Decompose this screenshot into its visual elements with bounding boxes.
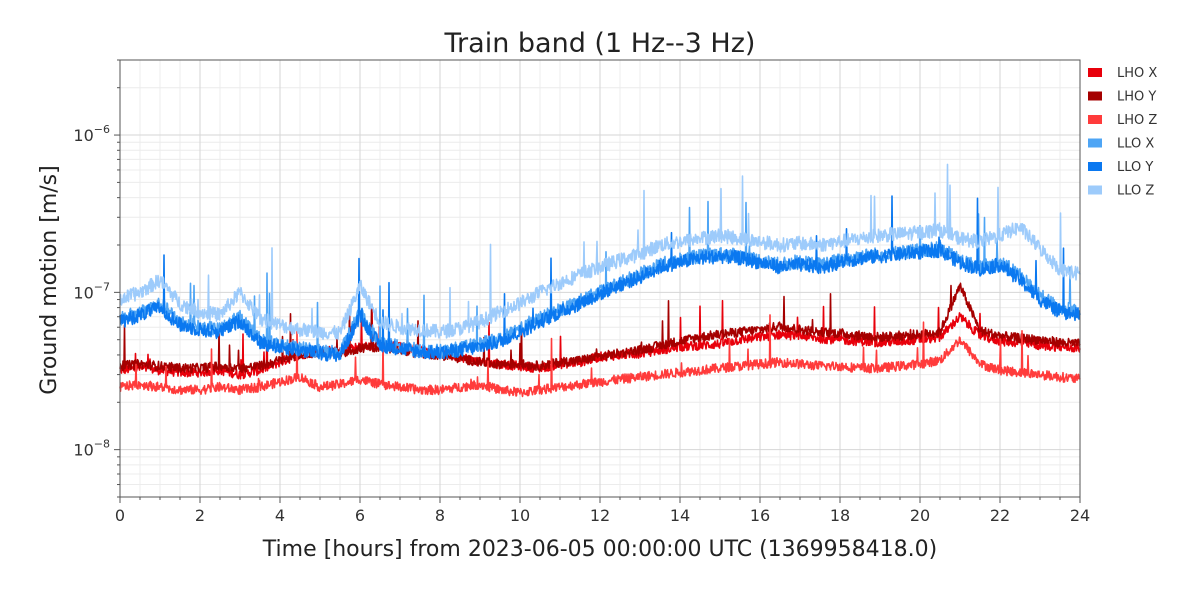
y-tick-label: 10−6 <box>73 123 110 145</box>
chart-title: Train band (1 Hz--3 Hz) <box>444 28 756 59</box>
x-tick-label: 16 <box>750 506 770 525</box>
x-axis-label: Time [hours] from 2023-06-05 00:00:00 UT… <box>262 537 937 562</box>
major-gridlines <box>119 60 1081 497</box>
x-tick-label: 8 <box>435 506 445 525</box>
y-tick-label: 10−8 <box>73 438 110 460</box>
x-tick-label: 18 <box>830 506 850 525</box>
series-line-lho-z <box>119 314 1081 398</box>
legend-label: LLO Z <box>1117 184 1154 199</box>
legend-label: LLO Y <box>1117 160 1153 175</box>
legend-swatch <box>1088 91 1102 101</box>
legend-label: LHO Z <box>1117 113 1157 128</box>
legend-swatch <box>1088 138 1102 148</box>
x-axis: 0 2 4 6 8 10 12 14 16 18 20 22 24 <box>115 497 1090 525</box>
series-line-lho-x <box>119 299 1081 380</box>
y-tick-label: 10−7 <box>73 280 110 302</box>
legend-swatch <box>1088 68 1102 77</box>
x-tick-label: 10 <box>510 506 530 525</box>
legend: LHO X LHO Y LHO Z LLO X LLO Y LLO Z <box>1088 66 1157 199</box>
x-tick-label: 0 <box>115 506 125 525</box>
legend-swatch <box>1088 162 1102 171</box>
series-layer <box>119 163 1081 398</box>
legend-label: LHO X <box>1117 66 1157 81</box>
series-line-llo-y <box>119 195 1081 363</box>
legend-swatch <box>1088 185 1102 195</box>
series-line-llo-z <box>119 163 1081 341</box>
legend-label: LLO X <box>1117 137 1154 152</box>
series-line-lho-y <box>119 282 1081 374</box>
legend-label: LHO Y <box>1117 90 1156 105</box>
x-tick-label: 14 <box>670 506 690 525</box>
x-tick-label: 24 <box>1070 506 1090 525</box>
x-tick-label: 22 <box>990 506 1010 525</box>
legend-swatch <box>1088 115 1102 124</box>
x-tick-label: 12 <box>590 506 610 525</box>
x-tick-label: 4 <box>275 506 285 525</box>
y-axis-label: Ground motion [m/s] <box>37 165 62 394</box>
x-tick-label: 2 <box>195 506 205 525</box>
x-tick-label: 6 <box>355 506 365 525</box>
y-axis: 10−8 10−7 10−6 <box>73 59 120 498</box>
x-tick-label: 20 <box>910 506 930 525</box>
